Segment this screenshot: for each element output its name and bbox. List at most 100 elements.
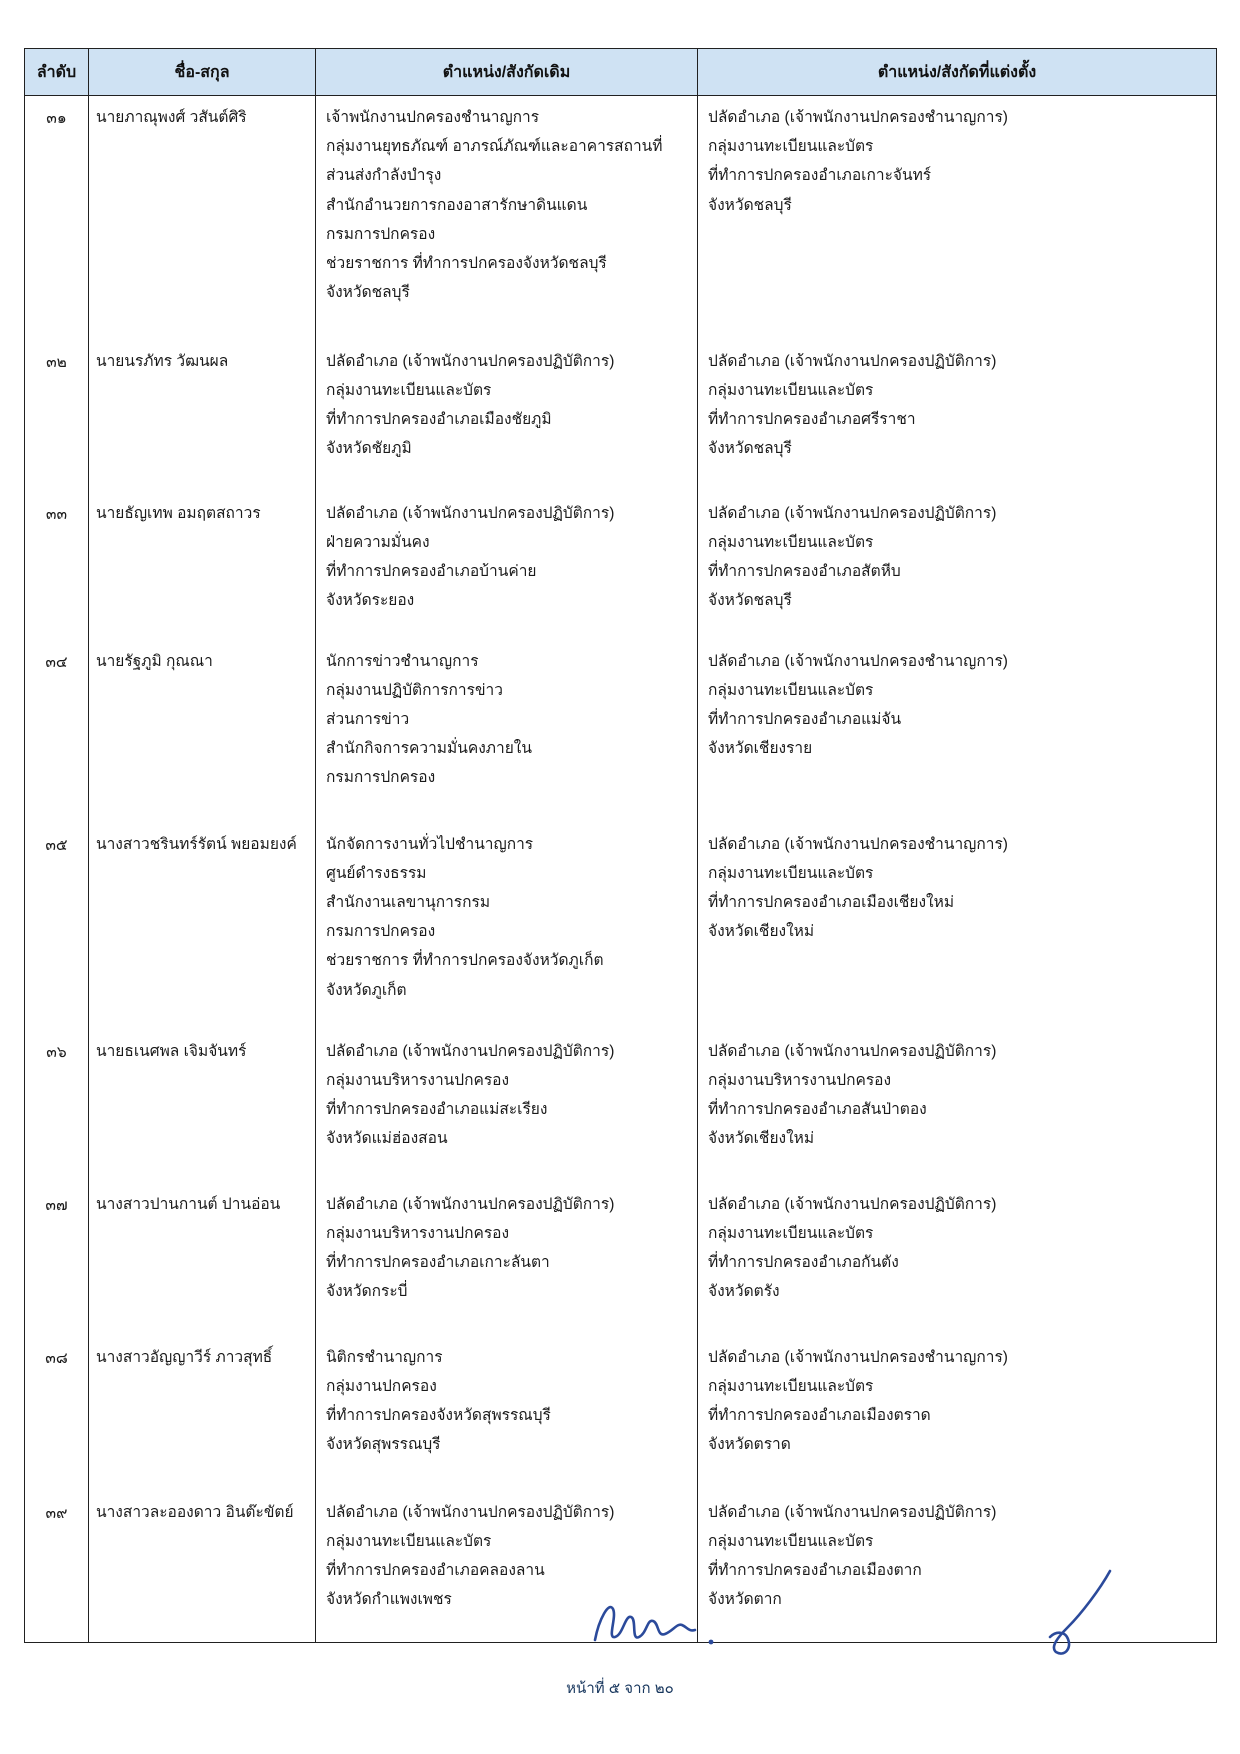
position-line: ปลัดอำเภอ (เจ้าพนักงานปกครองชำนาญการ) xyxy=(708,1348,1008,1366)
name-cell: นายรัฐภูมิ กุณณา xyxy=(88,639,316,823)
table-row: ๓๓ นายธัญเทพ อมฤตสถาวร ปลัดอำเภอ (เจ้าพนัก… xyxy=(24,491,1217,640)
position-line: ปลัดอำเภอ (เจ้าพนักงานปกครองปฏิบัติการ) xyxy=(708,504,997,522)
position-line: ที่ทำการปกครองอำเภอแม่จัน xyxy=(708,710,902,728)
col-header-former-position: ตำแหน่ง/สังกัดเดิม xyxy=(315,48,698,96)
position-line: ที่ทำการปกครองอำเภอสันป่าตอง xyxy=(708,1100,927,1118)
name-cell: นางสาวปานกานต์ ปานอ่อน xyxy=(88,1182,316,1336)
position-line: กรมการปกครอง xyxy=(326,923,436,941)
position-line: ปลัดอำเภอ (เจ้าพนักงานปกครองชำนาญการ) xyxy=(708,652,1008,670)
position-line: ปลัดอำเภอ (เจ้าพนักงานปกครองปฏิบัติการ) xyxy=(326,1195,615,1213)
position-line: ปลัดอำเภอ (เจ้าพนักงานปกครองปฏิบัติการ) xyxy=(708,1195,997,1213)
table-row: ๓๙ นางสาวละอองดาว อินต๊ะขัตย์ ปลัดอำเภอ (เ… xyxy=(24,1490,1217,1643)
row-number-cell: ๓๗ xyxy=(24,1182,89,1336)
position-line: จังหวัดระยอง xyxy=(326,592,415,610)
former-position-cell: ปลัดอำเภอ (เจ้าพนักงานปกครองปฏิบัติการ) ฝ… xyxy=(315,491,698,640)
appointment-table: ลำดับ ชื่อ-สกุล ตำแหน่ง/สังกัดเดิม ตำแหน… xyxy=(24,48,1217,1643)
row-number-cell: ๓๘ xyxy=(24,1335,89,1491)
row-number-cell: ๓๑ xyxy=(24,95,89,340)
position-line: จังหวัดชลบุรี xyxy=(708,196,792,214)
former-position-cell: ปลัดอำเภอ (เจ้าพนักงานปกครองปฏิบัติการ) ก… xyxy=(315,1029,698,1183)
position-line: กรมการปกครอง xyxy=(326,769,436,787)
former-position-cell: นิติกรชำนาญการกลุ่มงานปกครองที่ทำการปกคร… xyxy=(315,1335,698,1491)
position-line: กลุ่มงานปฏิบัติการการข่าว xyxy=(326,681,503,699)
name-cell: นายภาณุพงศ์ วสันต์ศิริ xyxy=(88,95,316,340)
position-line: ที่ทำการปกครองอำเภอเมืองตาก xyxy=(708,1561,922,1579)
position-line: ปลัดอำเภอ (เจ้าพนักงานปกครองปฏิบัติการ) xyxy=(326,1042,615,1060)
col-header-index: ลำดับ xyxy=(24,48,89,96)
position-line: ปลัดอำเภอ (เจ้าพนักงานปกครองปฏิบัติการ) xyxy=(708,1503,997,1521)
table-row: ๓๗ นางสาวปานกานต์ ปานอ่อน ปลัดอำเภอ (เจ้าพ… xyxy=(24,1182,1217,1336)
position-line: สำนักกิจการความมั่นคงภายใน xyxy=(326,740,532,758)
position-line: ที่ทำการปกครองอำเภอเมืองเชียงใหม่ xyxy=(708,893,955,911)
position-line: กลุ่มงานปกครอง xyxy=(326,1377,437,1395)
position-line: จังหวัดกำแพงเพชร xyxy=(326,1591,452,1609)
table-row: ๓๔ นายรัฐภูมิ กุณณา นักการข่าวชำนาญการ กลุ่… xyxy=(24,639,1217,823)
position-line: ที่ทำการปกครองอำเภอบ้านค่าย xyxy=(326,562,537,580)
position-line: ส่วนส่งกำลังบำรุง xyxy=(326,167,442,185)
position-line: กลุ่มงานบริหารงานปกครอง xyxy=(708,1071,892,1089)
position-line: ที่ทำการปกครองจังหวัดสุพรรณบุรี xyxy=(326,1406,551,1424)
position-line: เจ้าพนักงานปกครองชำนาญการ xyxy=(326,109,540,126)
appointed-position-cell: ปลัดอำเภอ (เจ้าพนักงานปกครองปฏิบัติการ) ก… xyxy=(697,1490,1217,1643)
position-line: ที่ทำการปกครองอำเภอคลองลาน xyxy=(326,1561,545,1579)
position-line: จังหวัดตาก xyxy=(708,1591,782,1609)
position-line: กลุ่มงานทะเบียนและบัตร xyxy=(708,381,874,399)
name-cell: นางสาวละอองดาว อินต๊ะขัตย์ xyxy=(88,1490,316,1643)
position-line: จังหวัดกระบี่ xyxy=(326,1283,408,1301)
position-line: กลุ่มงานทะเบียนและบัตร xyxy=(708,681,874,699)
appointed-position-cell: ปลัดอำเภอ (เจ้าพนักงานปกครองปฏิบัติการ) ก… xyxy=(697,1182,1217,1336)
position-line: กลุ่มงานทะเบียนและบัตร xyxy=(326,381,492,399)
position-line: ช่วยราชการ ที่ทำการปกครองจังหวัดชลบุรี xyxy=(326,255,607,273)
position-line: สำนักงานเลขานุการกรม xyxy=(326,893,491,911)
position-line: จังหวัดตราด xyxy=(708,1436,791,1454)
position-line: ที่ทำการปกครองอำเภอเมืองตราด xyxy=(708,1406,931,1424)
row-number-cell: ๓๒ xyxy=(24,339,89,492)
col-header-appointed-position: ตำแหน่ง/สังกัดที่แต่งตั้ง xyxy=(697,48,1217,96)
appointed-position-cell: ปลัดอำเภอ (เจ้าพนักงานปกครองชำนาญการ) กลุ… xyxy=(697,822,1217,1030)
former-position-cell: ปลัดอำเภอ (เจ้าพนักงานปกครองปฏิบัติการ) ก… xyxy=(315,1490,698,1643)
position-line: จังหวัดชลบุรี xyxy=(326,284,410,302)
table-row: ๓๒ นายนรภัทร วัฒนผล ปลัดอำเภอ (เจ้าพนักงาน… xyxy=(24,339,1217,492)
position-line: จังหวัดชลบุรี xyxy=(708,592,792,610)
position-line: จังหวัดชลบุรี xyxy=(708,440,792,458)
position-line: กลุ่มงานทะเบียนและบัตร xyxy=(708,1532,874,1550)
position-line: ปลัดอำเภอ (เจ้าพนักงานปกครองปฏิบัติการ) xyxy=(326,352,615,370)
appointed-position-cell: ปลัดอำเภอ (เจ้าพนักงานปกครองปฏิบัติการ) ก… xyxy=(697,1029,1217,1183)
position-line: ปลัดอำเภอ (เจ้าพนักงานปกครองปฏิบัติการ) xyxy=(326,1503,615,1521)
position-line: นักการข่าวชำนาญการ xyxy=(326,652,479,670)
position-line: ศูนย์ดำรงธรรม xyxy=(326,864,427,882)
position-line: กรมการปกครอง xyxy=(326,225,436,243)
name-cell: นางสาวชรินทร์รัตน์ พยอมยงค์ xyxy=(88,822,316,1030)
row-number-cell: ๓๓ xyxy=(24,491,89,640)
former-position-cell: ปลัดอำเภอ (เจ้าพนักงานปกครองปฏิบัติการ) ก… xyxy=(315,339,698,492)
row-number-cell: ๓๖ xyxy=(24,1029,89,1183)
position-line: จังหวัดเชียงราย xyxy=(708,740,813,758)
appointed-position-cell: ปลัดอำเภอ (เจ้าพนักงานปกครองชำนาญการ) กลุ… xyxy=(697,639,1217,823)
position-line: จังหวัดชัยภูมิ xyxy=(326,440,412,458)
position-line: ปลัดอำเภอ (เจ้าพนักงานปกครองชำนาญการ) xyxy=(708,109,1008,126)
position-line: นักจัดการงานทั่วไปชำนาญการ xyxy=(326,835,534,853)
position-line: ปลัดอำเภอ (เจ้าพนักงานปกครองปฏิบัติการ) xyxy=(708,1042,997,1060)
position-line: จังหวัดตรัง xyxy=(708,1283,780,1301)
position-line: ฝ่ายความมั่นคง xyxy=(326,533,430,551)
position-line: ที่ทำการปกครองอำเภอเกาะจันทร์ xyxy=(708,167,932,185)
position-line: สำนักอำนวยการกองอาสารักษาดินแดน xyxy=(326,196,588,214)
position-line: กลุ่มงานทะเบียนและบัตร xyxy=(326,1532,492,1550)
position-line: ที่ทำการปกครองอำเภอแม่สะเรียง xyxy=(326,1100,548,1118)
table-header-row: ลำดับ ชื่อ-สกุล ตำแหน่ง/สังกัดเดิม ตำแหน… xyxy=(24,48,1217,96)
former-position-cell: นักการข่าวชำนาญการกลุ่มงานปฏิบัติการการข… xyxy=(315,639,698,823)
appointed-position-cell: ปลัดอำเภอ (เจ้าพนักงานปกครองชำนาญการ) กลุ… xyxy=(697,1335,1217,1491)
position-line: กลุ่มงานทะเบียนและบัตร xyxy=(708,533,874,551)
row-number-cell: ๓๔ xyxy=(24,639,89,823)
position-line: ปลัดอำเภอ (เจ้าพนักงานปกครองปฏิบัติการ) xyxy=(708,352,997,370)
position-line: ที่ทำการปกครองอำเภอกันตัง xyxy=(708,1253,899,1271)
table-row: ๓๖ นายธเนศพล เจิมจันทร์ ปลัดอำเภอ (เจ้าพนั… xyxy=(24,1029,1217,1183)
position-line: นิติกรชำนาญการ xyxy=(326,1348,443,1366)
former-position-cell: นักจัดการงานทั่วไปชำนาญการศูนย์ดำรงธรรมส… xyxy=(315,822,698,1030)
position-line: จังหวัดภูเก็ต xyxy=(326,981,407,999)
position-line: กลุ่มงานยุทธภัณฑ์ อาภรณ์ภัณฑ์และอาคารสถา… xyxy=(326,138,663,156)
name-cell: นายนรภัทร วัฒนผล xyxy=(88,339,316,492)
name-cell: นายธเนศพล เจิมจันทร์ xyxy=(88,1029,316,1183)
name-cell: นายธัญเทพ อมฤตสถาวร xyxy=(88,491,316,640)
